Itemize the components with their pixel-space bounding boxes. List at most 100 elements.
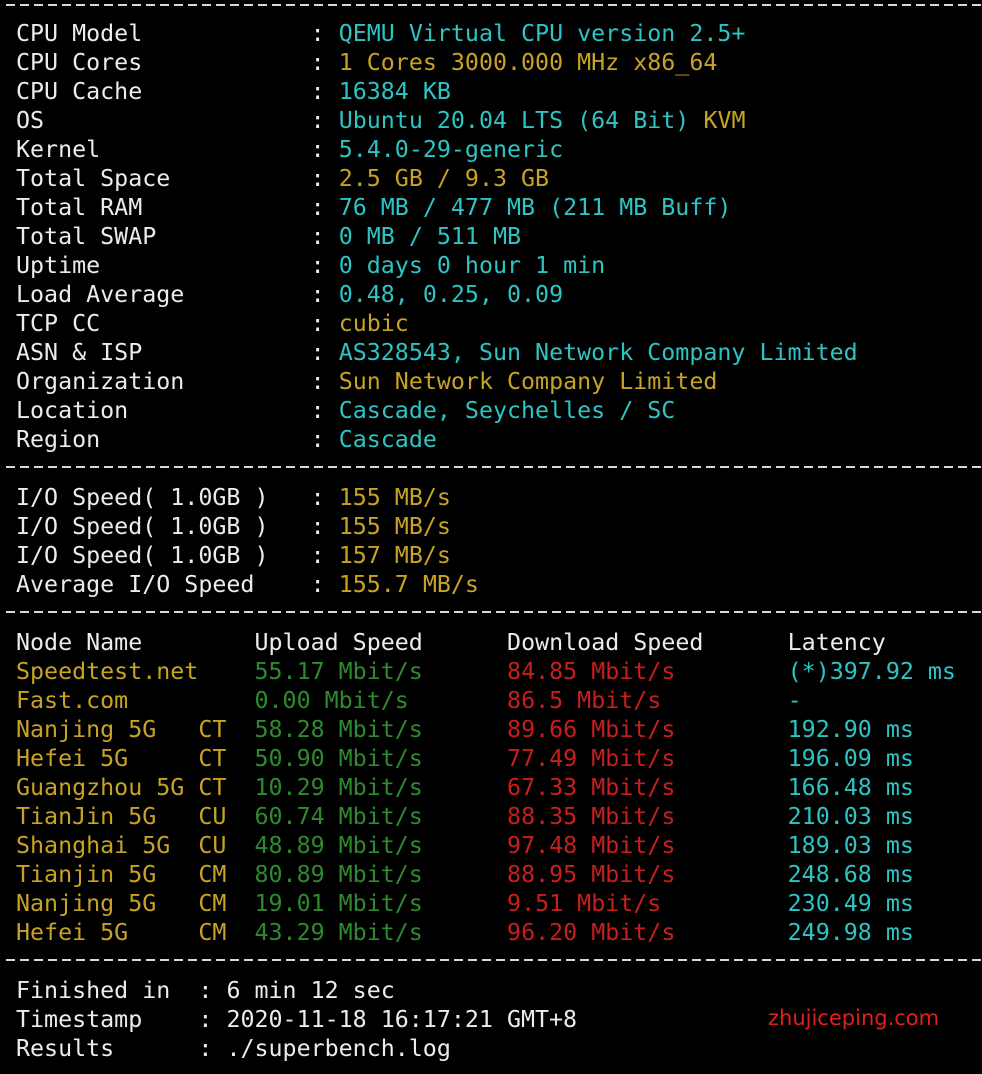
upload-speed: 80.89 Mbit/s — [254, 860, 423, 888]
column-header: Latency — [787, 628, 886, 656]
node-name: Guangzhou 5G CT — [16, 773, 227, 801]
upload-speed: 55.17 Mbit/s — [254, 657, 423, 685]
info-label: Total RAM — [16, 193, 143, 221]
footer-label: Timestamp — [16, 1005, 143, 1033]
info-value: Cascade — [338, 425, 437, 453]
info-value: QEMU Virtual CPU version 2.5+ — [338, 19, 746, 47]
info-label: Total Space — [16, 164, 171, 192]
latency: - — [787, 686, 802, 714]
separator: : — [310, 483, 325, 511]
node-name: Hefei 5G CT — [16, 744, 227, 772]
divider — [6, 466, 982, 468]
watermark: zhujiceping.com — [768, 1006, 940, 1030]
latency: 249.98 ms — [787, 918, 914, 946]
download-speed: 96.20 Mbit/s — [507, 918, 676, 946]
info-value: 1 Cores 3000.000 MHz x86_64 — [338, 48, 718, 76]
node-name: Hefei 5G CM — [16, 918, 227, 946]
separator: : — [198, 1005, 213, 1033]
separator: : — [310, 541, 325, 569]
divider — [6, 611, 982, 613]
info-label: CPU Cache — [16, 77, 143, 105]
download-speed: 9.51 Mbit/s — [507, 889, 662, 917]
column-header: Node Name — [16, 628, 143, 656]
node-name: Shanghai 5G CU — [16, 831, 227, 859]
separator: : — [310, 512, 325, 540]
separator: : — [310, 135, 325, 163]
column-header: Upload Speed — [254, 628, 423, 656]
info-value-extra: KVM — [703, 106, 746, 134]
separator: : — [310, 48, 325, 76]
io-value: 155 MB/s — [338, 483, 451, 511]
column-header: Download Speed — [507, 628, 704, 656]
info-label: ASN & ISP — [16, 338, 143, 366]
separator: : — [310, 338, 325, 366]
info-label: Total SWAP — [16, 222, 157, 250]
info-label: TCP CC — [16, 309, 101, 337]
node-name: Speedtest.net — [16, 657, 199, 685]
latency: 196.09 ms — [787, 744, 914, 772]
info-label: OS — [16, 106, 45, 134]
download-speed: 97.48 Mbit/s — [507, 831, 676, 859]
separator: : — [310, 570, 325, 598]
separator: : — [310, 251, 325, 279]
upload-speed: 50.90 Mbit/s — [254, 744, 423, 772]
download-speed: 89.66 Mbit/s — [507, 715, 676, 743]
download-speed: 88.35 Mbit/s — [507, 802, 676, 830]
info-value: 76 MB / 477 MB (211 MB Buff) — [338, 193, 732, 221]
info-value: cubic — [338, 309, 409, 337]
separator: : — [310, 193, 325, 221]
latency: 192.90 ms — [787, 715, 914, 743]
io-value: 157 MB/s — [338, 541, 451, 569]
info-label: Uptime — [16, 251, 101, 279]
info-value: Sun Network Company Limited — [338, 367, 718, 395]
info-value: 0 MB / 511 MB — [338, 222, 522, 250]
latency: 230.49 ms — [787, 889, 914, 917]
latency: 189.03 ms — [787, 831, 914, 859]
separator: : — [310, 164, 325, 192]
node-name: Fast.com — [16, 686, 129, 714]
separator: : — [310, 309, 325, 337]
info-value: 0 days 0 hour 1 min — [338, 251, 606, 279]
node-name: Nanjing 5G CM — [16, 889, 227, 917]
io-value: 155 MB/s — [338, 512, 451, 540]
info-value: Cascade, Seychelles / SC — [338, 396, 676, 424]
separator: : — [310, 77, 325, 105]
separator: : — [198, 1034, 213, 1062]
node-name: TianJin 5G CU — [16, 802, 227, 830]
download-speed: 84.85 Mbit/s — [507, 657, 676, 685]
upload-speed: 0.00 Mbit/s — [254, 686, 409, 714]
upload-speed: 10.29 Mbit/s — [254, 773, 423, 801]
footer-label: Results — [16, 1034, 115, 1062]
info-label: Location — [16, 396, 129, 424]
footer-value: 2020-11-18 16:17:21 GMT+8 — [226, 1005, 578, 1033]
info-value: Ubuntu 20.04 LTS (64 Bit) — [338, 106, 690, 134]
io-label: I/O Speed( 1.0GB ) — [16, 483, 269, 511]
info-label: CPU Model — [16, 19, 143, 47]
download-speed: 86.5 Mbit/s — [507, 686, 662, 714]
info-value: 2.5 GB / 9.3 GB — [338, 164, 550, 192]
separator: : — [310, 396, 325, 424]
separator: : — [198, 976, 213, 1004]
io-label: I/O Speed( 1.0GB ) — [16, 512, 269, 540]
latency: 166.48 ms — [787, 773, 914, 801]
info-value: 0.48, 0.25, 0.09 — [338, 280, 564, 308]
footer-value: ./superbench.log — [226, 1034, 451, 1062]
node-name: Nanjing 5G CT — [16, 715, 227, 743]
separator: : — [310, 222, 325, 250]
download-speed: 77.49 Mbit/s — [507, 744, 676, 772]
latency: 248.68 ms — [787, 860, 914, 888]
upload-speed: 60.74 Mbit/s — [254, 802, 423, 830]
info-value: 16384 KB — [338, 77, 451, 105]
info-label: Region — [16, 425, 101, 453]
separator: : — [310, 19, 325, 47]
separator: : — [310, 106, 325, 134]
upload-speed: 48.89 Mbit/s — [254, 831, 423, 859]
upload-speed: 19.01 Mbit/s — [254, 889, 423, 917]
info-label: Organization — [16, 367, 185, 395]
info-label: Kernel — [16, 135, 101, 163]
latency: (*)397.92 ms — [787, 657, 956, 685]
info-label: Load Average — [16, 280, 185, 308]
separator: : — [310, 280, 325, 308]
